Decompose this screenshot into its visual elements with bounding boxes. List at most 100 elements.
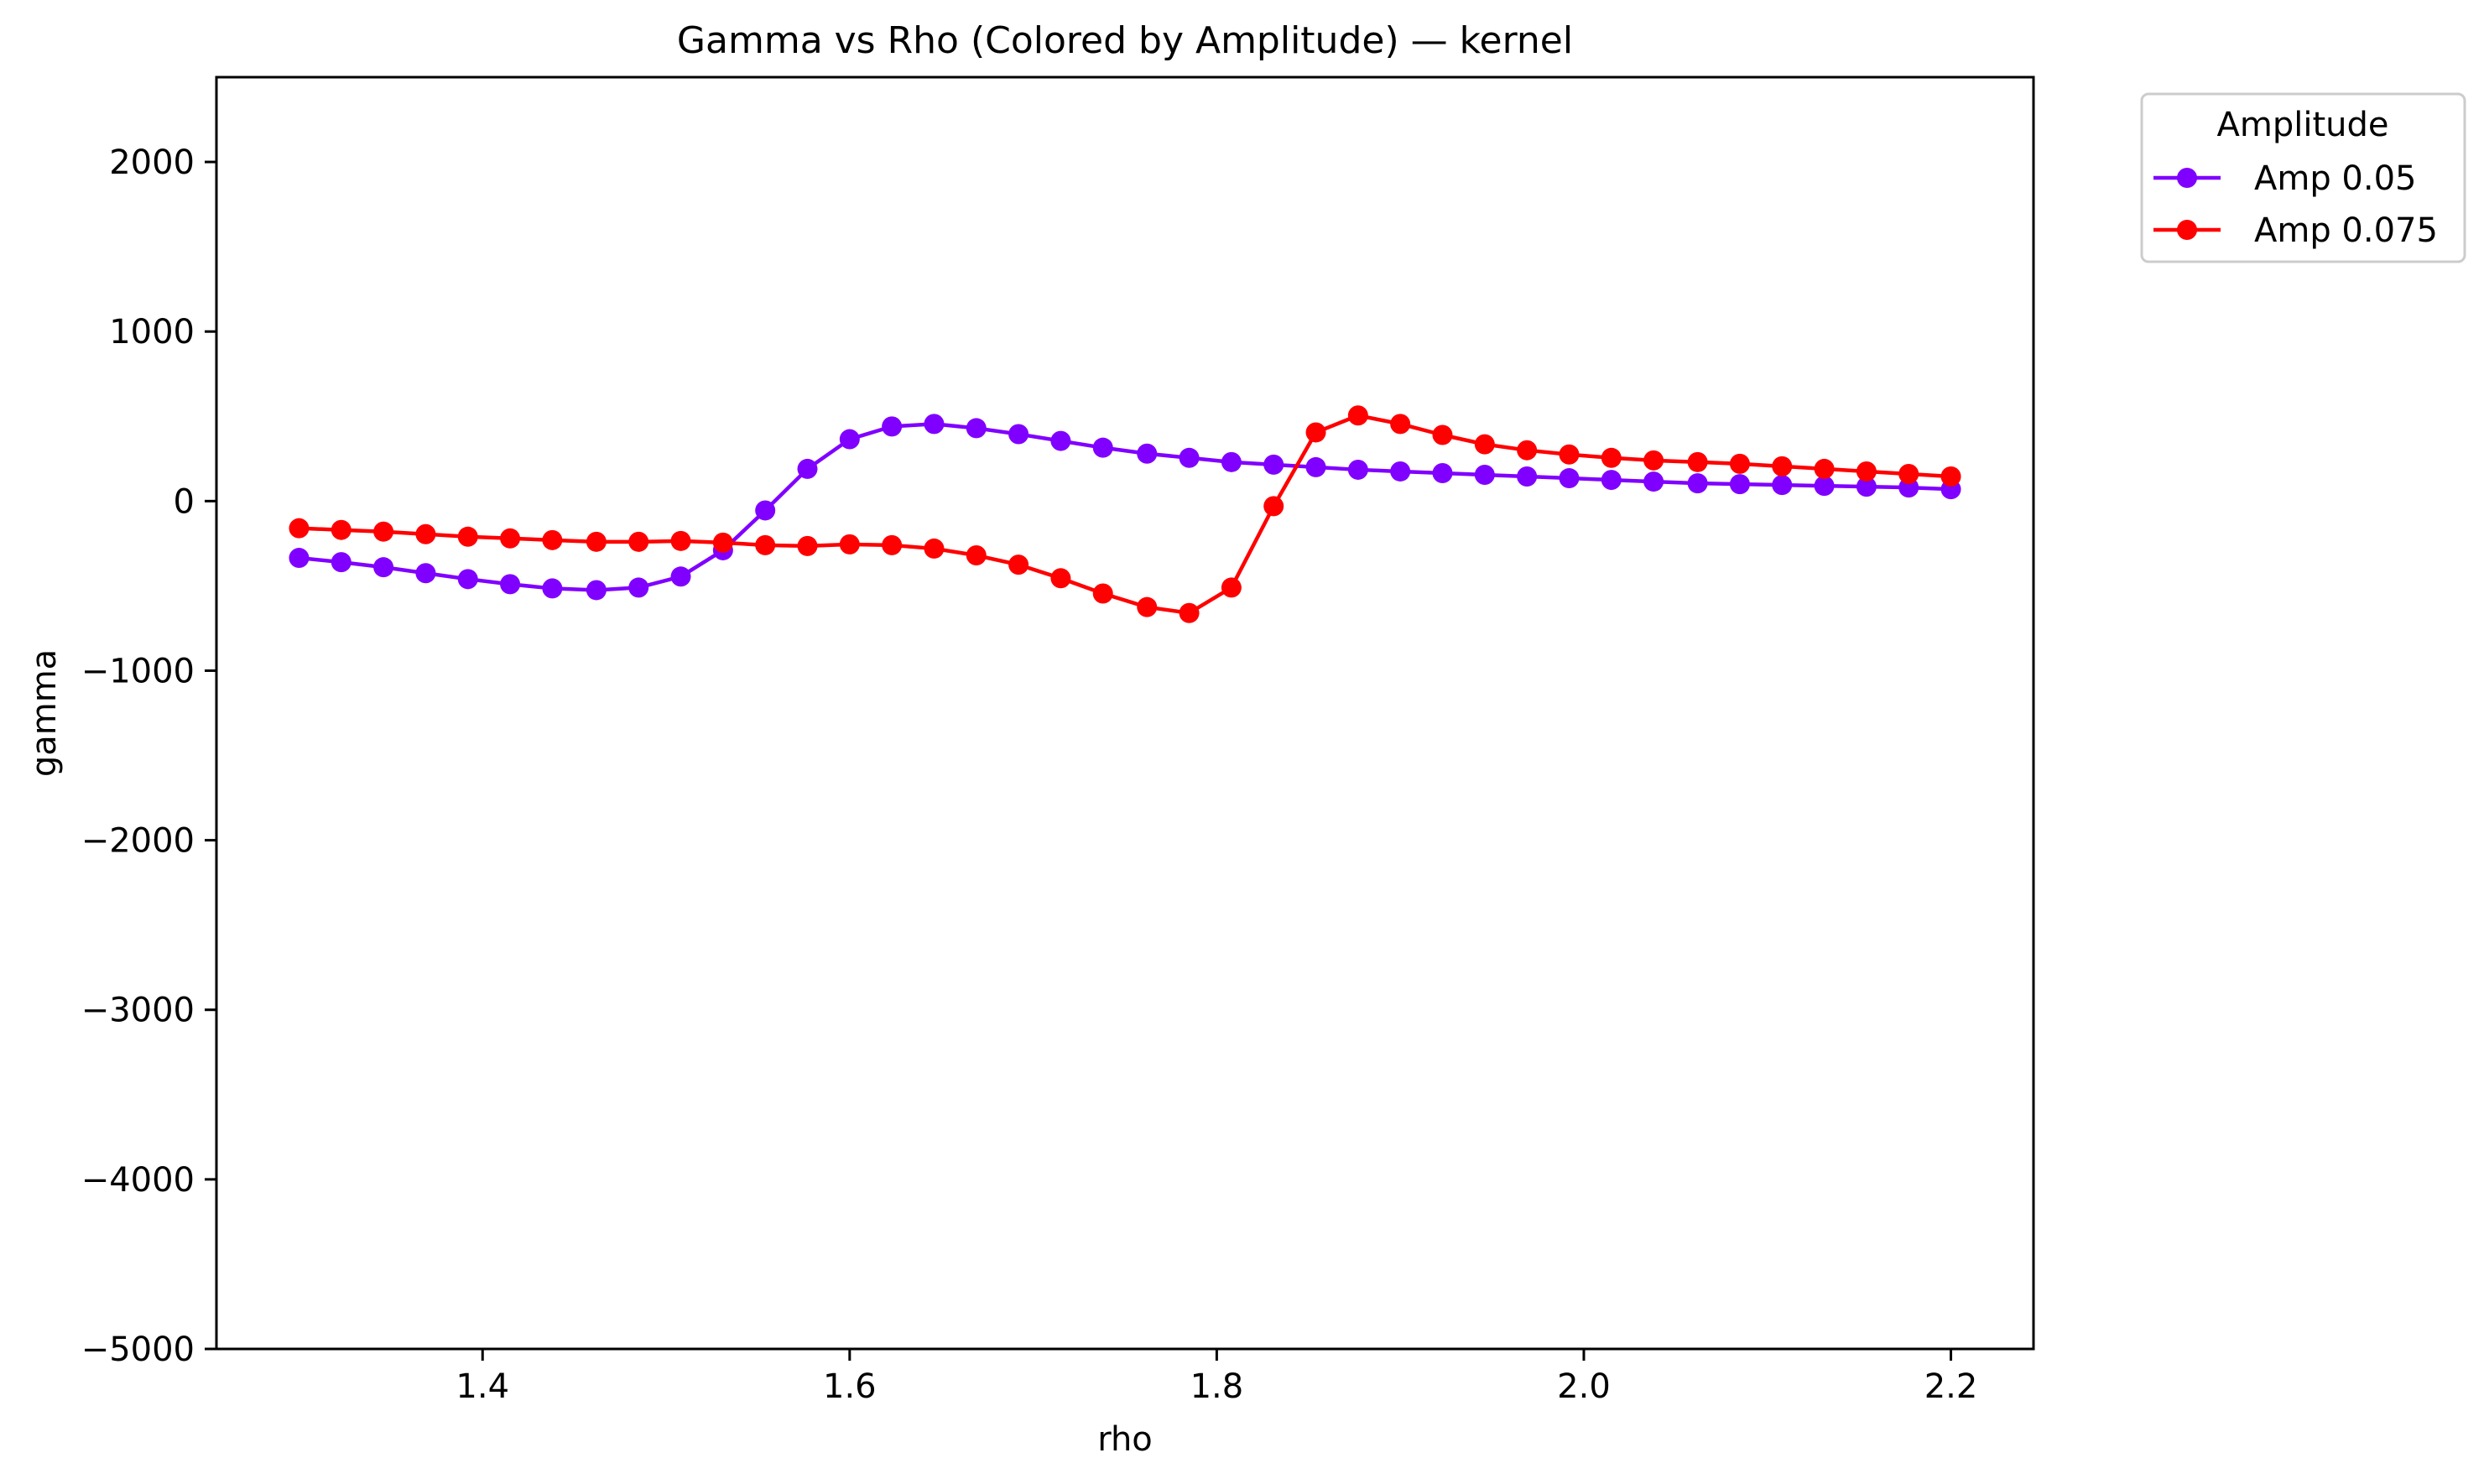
x-tick-label: 2.2 <box>1924 1367 1978 1406</box>
series-2-point <box>1814 458 1835 479</box>
series-1-point <box>1729 474 1750 495</box>
series-1-point <box>1643 471 1664 492</box>
x-tick-label: 1.6 <box>823 1367 877 1406</box>
series-1-point <box>1092 437 1113 458</box>
series-2-point <box>670 530 691 551</box>
series-2-point <box>1559 444 1580 465</box>
y-tick-label: −3000 <box>81 992 195 1030</box>
legend-title: Amplitude <box>2217 106 2389 144</box>
series-2-point <box>1432 424 1453 445</box>
series-2-point <box>1772 456 1793 476</box>
series-1-point <box>1347 459 1368 480</box>
series-2-point <box>1729 453 1750 474</box>
series-2-point <box>712 532 733 553</box>
series-line-2 <box>299 414 1951 615</box>
series-1-point <box>457 569 478 590</box>
series-2-point <box>1179 602 1200 623</box>
y-tick-label: 1000 <box>109 313 195 351</box>
series-2-point <box>542 529 563 550</box>
series-1-point <box>1221 451 1242 472</box>
x-tick-label: 2.0 <box>1557 1367 1611 1406</box>
series-2-point <box>1263 496 1284 517</box>
series-2-point <box>1517 440 1538 461</box>
series-1-point <box>1263 454 1284 475</box>
series-1-point <box>1772 475 1793 496</box>
series-1-point <box>670 566 691 587</box>
series-1-point <box>1179 447 1200 468</box>
series-1-point <box>415 563 436 584</box>
series-2-point <box>289 518 310 539</box>
series-2-point <box>839 534 860 555</box>
x-tick-label: 1.8 <box>1190 1367 1244 1406</box>
series-1-point <box>628 577 649 598</box>
series-1-point <box>966 418 987 439</box>
series-1-point <box>924 414 945 435</box>
series-1-point <box>1517 466 1538 487</box>
series-2-point <box>1474 434 1495 455</box>
y-tick-label: −1000 <box>81 652 195 690</box>
series-2-point <box>1050 568 1071 589</box>
series-1-point <box>500 574 521 595</box>
series-2-point <box>1092 583 1113 604</box>
legend-items: Amp 0.05 Amp 0.075 <box>2153 159 2438 250</box>
series-1-point <box>839 429 860 450</box>
legend-swatch-marker <box>2177 168 2197 188</box>
series-2-point <box>373 521 394 542</box>
x-axis-label: rho <box>1097 1420 1153 1459</box>
series-2-point <box>1305 422 1326 443</box>
series-2-point <box>1601 447 1622 468</box>
y-axis-ticks: −5000 −4000 −3000 −2000 −1000 0 1000 2000 <box>81 143 216 1369</box>
series-line-1 <box>299 422 1951 592</box>
series-2-point <box>797 535 818 556</box>
series-2-point <box>966 545 987 566</box>
series-2-point <box>331 519 352 540</box>
series-1-point <box>1474 465 1495 486</box>
y-tick-label: 0 <box>174 482 195 521</box>
series-1-point <box>1008 424 1029 445</box>
legend-label: Amp 0.05 <box>2254 159 2417 198</box>
x-axis-ticks: 1.4 1.6 1.8 2.0 2.2 <box>456 1349 1977 1406</box>
series-1-point <box>1305 456 1326 477</box>
series-layer <box>289 405 1961 623</box>
legend-swatch-marker <box>2177 220 2197 240</box>
series-1-point <box>1814 476 1835 497</box>
series-2-point <box>500 528 521 549</box>
series-2-point <box>1643 450 1664 471</box>
series-2-point <box>1390 414 1411 435</box>
series-2-point <box>586 531 607 552</box>
series-2-point <box>882 534 903 555</box>
series-1-point <box>1601 470 1622 491</box>
series-1-point <box>1559 468 1580 489</box>
series-1-point <box>1137 443 1158 464</box>
series-2-point <box>1008 555 1029 575</box>
legend-label: Amp 0.075 <box>2254 211 2438 250</box>
series-1-point <box>1050 430 1071 451</box>
y-tick-label: 2000 <box>109 143 195 182</box>
series-2-point <box>1137 596 1158 617</box>
y-tick-label: −2000 <box>81 822 195 861</box>
y-tick-label: −4000 <box>81 1161 195 1200</box>
series-1-point <box>1687 473 1708 494</box>
series-1-point <box>797 458 818 479</box>
series-1-point <box>1390 461 1411 482</box>
series-2-point <box>457 526 478 547</box>
series-1-point <box>542 578 563 599</box>
y-tick-label: −5000 <box>81 1330 195 1369</box>
x-tick-label: 1.4 <box>456 1367 509 1406</box>
y-axis-label: gamma <box>25 649 64 777</box>
series-2-point <box>1940 466 1961 487</box>
series-2-point <box>1898 463 1919 484</box>
series-1-point <box>331 552 352 573</box>
series-1-point <box>755 500 776 521</box>
series-2-point <box>628 531 649 552</box>
series-1-point <box>1856 476 1877 497</box>
series-1-point <box>289 548 310 569</box>
series-2-point <box>755 534 776 555</box>
series-1-point <box>1432 462 1453 483</box>
plot-frame <box>215 76 2035 1351</box>
series-2-point <box>415 523 436 544</box>
chart-title: Gamma vs Rho (Colored by Amplitude) — ke… <box>677 19 1573 62</box>
legend: Amplitude Amp 0.05 Amp 0.075 <box>2140 92 2466 263</box>
series-2-point <box>924 538 945 559</box>
